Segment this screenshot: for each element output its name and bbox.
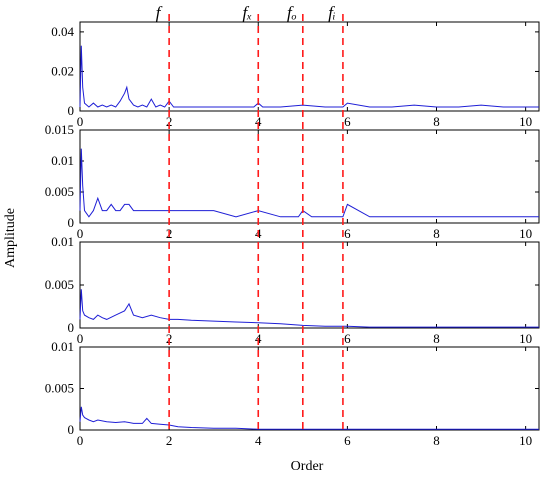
x-tick-label: 8	[433, 114, 440, 129]
y-axis-label: Amplitude	[3, 208, 18, 268]
x-tick-label: 2	[166, 433, 173, 448]
y-tick-label: 0	[68, 215, 75, 230]
order-marker-label: fᵢ	[328, 3, 335, 22]
plot-frame	[79, 129, 540, 224]
order-marker-label: fₒ	[287, 3, 297, 22]
spectrum-trace	[79, 148, 539, 218]
x-tick-label: 10	[519, 114, 532, 129]
x-tick-label: 6	[344, 114, 351, 129]
y-tick-label: 0	[68, 103, 75, 118]
order-marker-label: f	[156, 3, 163, 22]
x-axis-label: Order	[291, 459, 324, 474]
x-tick-label: 10	[519, 433, 532, 448]
spectrum-trace	[79, 45, 539, 108]
panel-4: 0 2 4 6 8 10 0 0.005 0.01	[45, 339, 540, 448]
x-tick-label: 6	[344, 433, 351, 448]
y-tick-label: 0.005	[45, 277, 74, 292]
y-tick-label: 0.015	[45, 122, 74, 137]
spectrum-trace	[79, 289, 539, 328]
panels: 024681000.020.04024681000.0050.010.01502…	[45, 21, 540, 448]
order-markers: f fₓ fₒ fᵢ	[156, 3, 344, 430]
y-tick-label: 0.01	[51, 153, 74, 168]
plot-frame	[79, 21, 540, 112]
x-tick-label: 6	[344, 331, 351, 346]
x-tick-label: 10	[519, 331, 532, 346]
x-tick-label: 4	[255, 433, 262, 448]
order-marker-label: fₓ	[242, 3, 252, 22]
y-tick-label: 0.01	[51, 339, 74, 354]
y-tick-label: 0.02	[51, 63, 74, 78]
y-tick-label: 0	[68, 422, 75, 437]
x-tick-label: 0	[77, 226, 84, 241]
y-tick-label: 0.01	[51, 234, 74, 249]
y-tick-label: 0	[68, 320, 75, 335]
y-tick-label: 0.005	[45, 184, 74, 199]
y-tick-label: 0.04	[51, 24, 74, 39]
x-tick-label: 8	[433, 331, 440, 346]
x-tick-label: 0	[77, 433, 84, 448]
plot-frame	[79, 346, 540, 431]
x-tick-label: 0	[77, 114, 84, 129]
x-tick-label: 0	[77, 331, 84, 346]
spectrum-trace	[79, 406, 539, 430]
x-tick-label: 8	[433, 226, 440, 241]
x-tick-label: 8	[433, 433, 440, 448]
panel-1: 0 2 4 6 8 10 0 0.02 0.04	[51, 21, 540, 129]
x-tick-label: 2	[166, 114, 173, 129]
x-tick-label: 6	[344, 226, 351, 241]
x-tick-label: 4	[255, 114, 262, 129]
y-tick-label: 0.005	[45, 381, 74, 396]
plot-frame	[79, 241, 540, 329]
x-tick-label: 10	[519, 226, 532, 241]
